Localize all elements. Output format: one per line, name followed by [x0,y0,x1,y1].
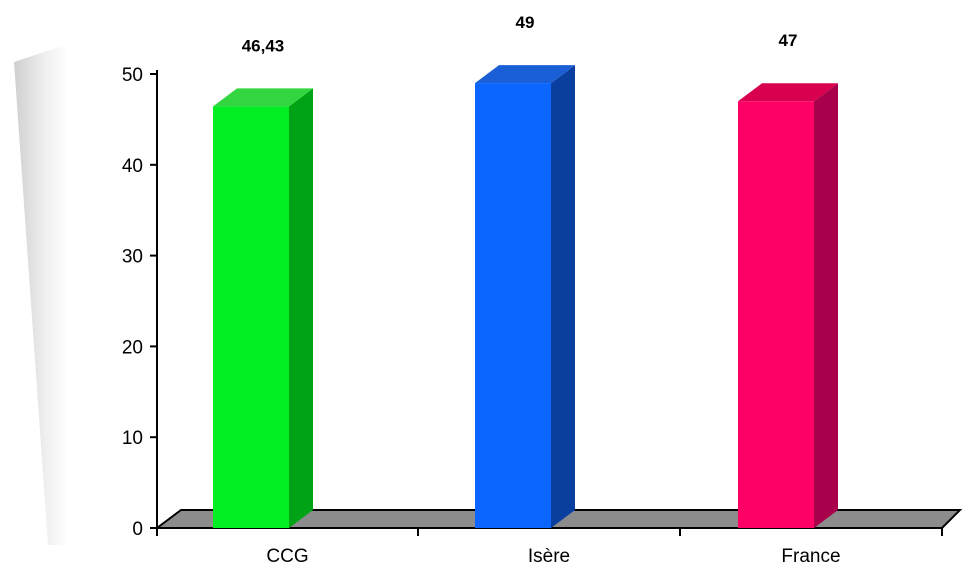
x-tick-label: France [781,546,840,565]
y-tick-label: 20 [122,337,143,358]
bar-side-face [551,65,575,528]
data-label: 46,43 [242,36,285,55]
y-tick-label: 30 [122,247,143,268]
bar [475,65,575,528]
bar-side-face [289,88,313,529]
bar-side-face [814,83,838,529]
bar-front-face [213,106,289,529]
data-label: 47 [779,31,798,50]
decorative-shadow-wedge [14,44,68,545]
bar-top-face [213,88,313,107]
bar-front-face [738,101,814,529]
y-tick-label: 50 [122,65,143,86]
y-tick-label: 0 [132,519,143,540]
y-tick-label: 10 [122,428,143,449]
bar [738,83,838,529]
bar-front-face [475,83,551,528]
x-tick-label: CCG [266,546,308,565]
bar-top-face [738,83,838,102]
data-label: 49 [516,13,535,32]
bar-top-face [475,65,575,84]
bar [213,88,313,529]
y-tick-label: 40 [122,156,143,177]
x-tick-label: Isère [528,546,570,565]
